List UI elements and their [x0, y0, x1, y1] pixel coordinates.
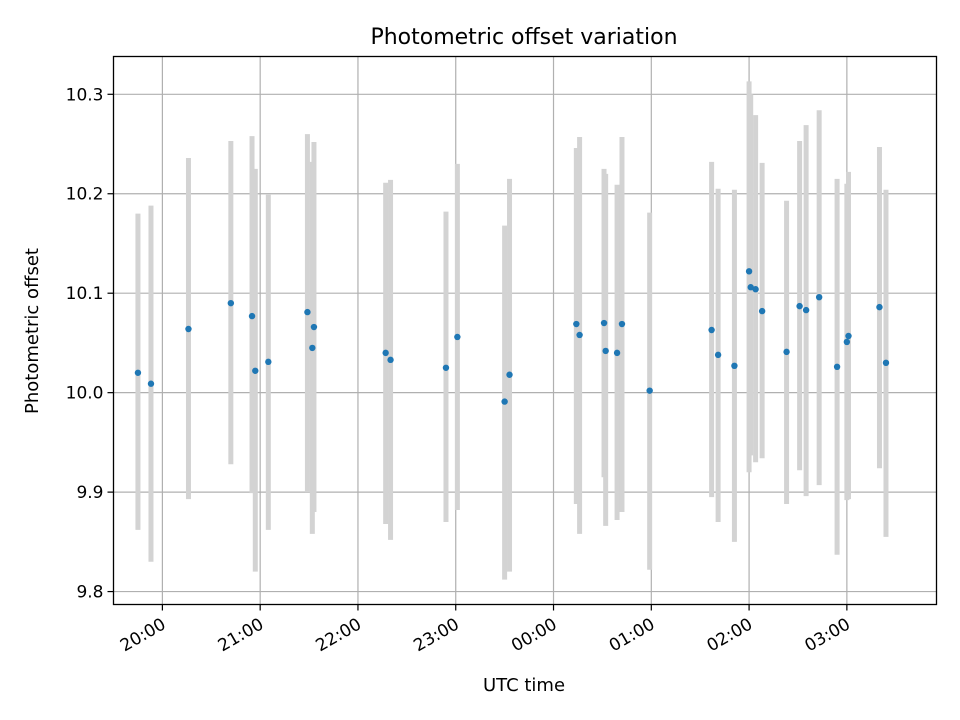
data-point	[802, 306, 810, 314]
x-tick-label: 00:00	[508, 614, 560, 656]
data-point	[882, 359, 890, 367]
data-point	[454, 333, 461, 341]
x-tick-label: 01:00	[606, 614, 658, 656]
data-point	[382, 349, 389, 357]
y-tick-label: 9.8	[76, 583, 103, 603]
x-tick-label: 03:00	[801, 614, 853, 656]
chart-title: Photometric offset variation	[370, 25, 677, 50]
data-point	[613, 349, 621, 357]
data-point	[309, 344, 316, 352]
data-point	[618, 320, 626, 328]
data-point	[252, 367, 259, 374]
data-point	[843, 338, 851, 346]
data-point	[442, 364, 450, 371]
y-tick-label: 10.1	[66, 284, 104, 304]
data-point	[731, 362, 738, 370]
x-axis-label: UTC time	[483, 675, 565, 696]
data-point	[576, 331, 583, 339]
y-tick-label: 10.2	[66, 185, 104, 205]
data-point	[304, 308, 311, 316]
data-point	[747, 284, 754, 291]
x-tick-label: 22:00	[313, 614, 365, 656]
data-point	[573, 320, 580, 328]
data-point	[506, 371, 513, 378]
data-point	[833, 363, 841, 371]
data-point	[600, 319, 608, 327]
y-axis-label: Photometric offset	[22, 248, 43, 414]
x-tick-label: 21:00	[215, 614, 267, 656]
data-points	[134, 268, 890, 405]
grid-lines	[113, 56, 937, 605]
data-point	[227, 299, 235, 307]
data-point	[248, 312, 256, 320]
data-point	[752, 286, 759, 293]
data-point	[147, 380, 155, 387]
data-point	[134, 369, 142, 376]
y-tick-label: 9.9	[76, 483, 103, 503]
data-point	[265, 358, 272, 366]
x-tick-label: 02:00	[704, 614, 756, 656]
x-tick-label: 23:00	[410, 614, 462, 656]
data-point	[310, 323, 318, 331]
data-point	[708, 326, 715, 334]
x-tick-label: 20:00	[117, 614, 169, 656]
data-point	[758, 307, 766, 315]
error-bars	[135, 81, 889, 580]
y-tick-label: 10.0	[66, 384, 104, 404]
plot-frame	[112, 55, 938, 606]
data-point	[876, 303, 883, 311]
data-point	[783, 348, 790, 356]
data-point	[714, 351, 722, 359]
data-point	[815, 293, 823, 301]
data-point	[185, 325, 192, 333]
x-axis-ticks: 20:00 21:00 22:00 23:00 00:00 01:00 02:00 03:00	[117, 604, 854, 656]
data-point	[796, 302, 803, 310]
data-point	[387, 356, 394, 364]
y-axis-ticks: 9.8 9.9 10.0 10.1 10.2 10.3	[66, 85, 114, 603]
data-point	[646, 387, 653, 394]
data-point	[745, 268, 753, 275]
data-point	[602, 347, 609, 355]
data-point	[845, 332, 852, 340]
data-point	[501, 398, 508, 405]
y-tick-label: 10.3	[66, 85, 104, 105]
